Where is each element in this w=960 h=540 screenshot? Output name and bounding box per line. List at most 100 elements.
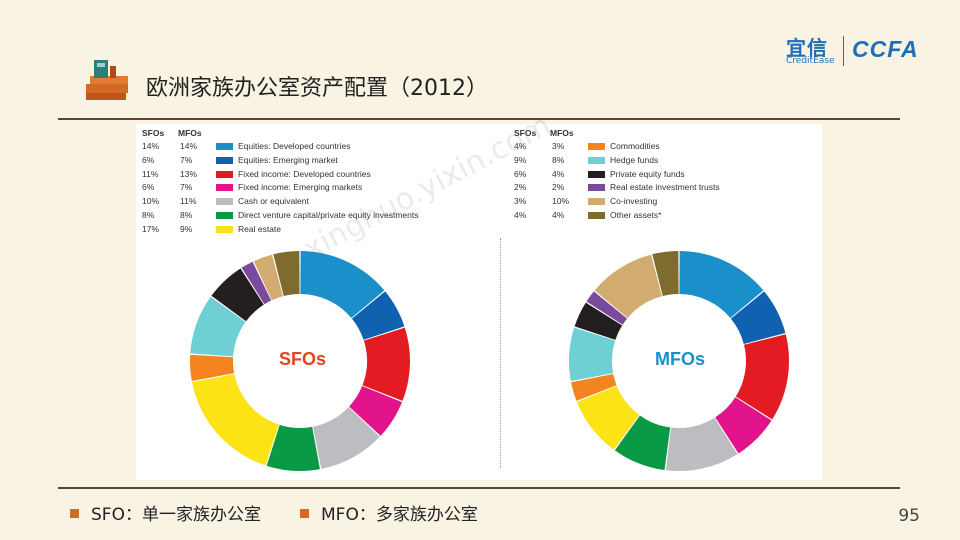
mfo-slice bbox=[735, 334, 789, 420]
legend-left: SFOs MFOs 14% 14% Equities: Developed coun… bbox=[142, 128, 462, 238]
brand-separator bbox=[843, 36, 844, 66]
legend-sfo-value: 11% bbox=[142, 168, 159, 179]
mfo-slice bbox=[679, 251, 764, 318]
sfo-slice bbox=[211, 268, 264, 322]
brand-creditease: CreditEase bbox=[786, 56, 835, 66]
legend-swatch bbox=[216, 225, 233, 233]
chart-divider bbox=[500, 238, 501, 468]
legend-item: 4% 4% Other assets* bbox=[514, 210, 794, 223]
mfo-slice bbox=[569, 327, 616, 381]
legend-mfo-value: 3% bbox=[552, 141, 565, 151]
legend-sfo-value: 8% bbox=[142, 210, 155, 220]
mfo-slice bbox=[586, 291, 628, 325]
legend-label: Other assets* bbox=[610, 210, 662, 220]
legend-label: Hedge funds bbox=[610, 154, 659, 165]
sfo-slice bbox=[273, 251, 300, 297]
legend-item: 6% 7% Equities: Emerging market bbox=[142, 155, 462, 168]
legend-label: Direct venture capital/private equity in… bbox=[238, 210, 419, 220]
sfo-slice bbox=[351, 291, 405, 340]
brand-logo: 宜信 CreditEase CCFA bbox=[786, 34, 936, 70]
mfo-slice bbox=[571, 373, 617, 401]
sfo-slice bbox=[190, 354, 235, 381]
legend-swatch bbox=[588, 143, 605, 150]
legend-swatch bbox=[216, 143, 233, 150]
sfo-slice bbox=[312, 407, 380, 469]
legend-swatch bbox=[588, 156, 605, 164]
legend-item: 2% 2% Real estate investment trusts bbox=[514, 182, 794, 195]
legend-sfo-value: 3% bbox=[514, 196, 527, 207]
legend-item: 6% 7% Fixed income: Emerging markets bbox=[142, 182, 462, 195]
legend-mfo-value: 7% bbox=[180, 154, 193, 165]
legend-label: Co-investing bbox=[610, 196, 658, 207]
legend-sfo-value: 4% bbox=[514, 141, 527, 151]
footnote-sfo-desc: 单一家族办公室 bbox=[141, 505, 261, 525]
footer-rule bbox=[58, 487, 900, 489]
footnote-mfo: MFO：多家族办公室 bbox=[300, 500, 478, 525]
mfo-slice bbox=[614, 415, 671, 471]
footnote-mfo-sep: ： bbox=[358, 505, 376, 525]
legend-header-mfos: MFOs bbox=[178, 128, 202, 138]
legend-swatch bbox=[216, 156, 233, 164]
legend-label: Equities: Developed countries bbox=[238, 141, 351, 151]
legend-sfo-value: 2% bbox=[514, 182, 527, 193]
legend-swatch bbox=[588, 198, 605, 206]
legend-label: Commodities bbox=[610, 141, 660, 151]
legend-label: Cash or equivalent bbox=[238, 196, 309, 207]
legend-mfo-value: 10% bbox=[552, 196, 570, 207]
legend-sfo-value: 6% bbox=[514, 168, 527, 179]
legend-sfo-value: 9% bbox=[514, 154, 527, 165]
footnote-mfo-abbr: MFO bbox=[321, 505, 359, 525]
footnote-sfo-sep: ： bbox=[124, 505, 142, 525]
square-bullet-icon bbox=[70, 509, 79, 518]
legend-mfo-value: 2% bbox=[552, 182, 565, 193]
page-number: 95 bbox=[898, 506, 920, 526]
footnote-sfo-abbr: SFO bbox=[91, 505, 125, 525]
legend-item: 10% 11% Cash or equivalent bbox=[142, 196, 462, 209]
legend-item: 9% 8% Hedge funds bbox=[514, 155, 794, 168]
legend-mfo-value: 9% bbox=[180, 223, 193, 234]
legend-sfo-value: 4% bbox=[514, 210, 527, 220]
sfo-slice bbox=[300, 251, 385, 318]
footnote-sfo: SFO：单一家族办公室 bbox=[70, 500, 261, 525]
sfo-slice bbox=[241, 261, 272, 305]
mfo-slice bbox=[730, 291, 786, 344]
sfo-slice bbox=[190, 296, 246, 357]
brand-yixin: 宜信 bbox=[786, 36, 828, 60]
page-title: 欧洲家族办公室资产配置（2012） bbox=[146, 76, 488, 101]
mfo-slice bbox=[576, 386, 640, 450]
legend-right: SFOs MFOs 4% 3% Commodities 9% 8% Hedge funds… bbox=[514, 128, 794, 228]
sfo-center-label: SFOs bbox=[279, 349, 327, 369]
legend-swatch bbox=[588, 212, 605, 219]
legend-item: 4% 3% Commodities bbox=[514, 141, 794, 154]
legend-header-sfos: SFOs bbox=[142, 128, 165, 138]
mfo-slice bbox=[715, 397, 772, 454]
sfo-slice bbox=[349, 386, 403, 436]
mfo-slice bbox=[665, 417, 738, 471]
sfo-slice bbox=[253, 254, 283, 301]
legend-label: Fixed income: Developed countries bbox=[238, 168, 371, 179]
legend-swatch bbox=[588, 184, 605, 192]
legend-sfo-value: 14% bbox=[142, 141, 160, 151]
mfo-center-label: MFOs bbox=[655, 349, 706, 369]
legend-swatch bbox=[588, 170, 605, 178]
legend-label: Private equity funds bbox=[610, 168, 685, 179]
legend-label: Real estate bbox=[238, 223, 281, 234]
legend-swatch bbox=[216, 198, 233, 206]
legend-label: Fixed income: Emerging markets bbox=[238, 182, 363, 193]
legend-mfo-value: 13% bbox=[180, 168, 198, 179]
legend-item: 8% 8% Direct venture capital/private equit… bbox=[142, 210, 462, 223]
legend-swatch bbox=[216, 184, 233, 192]
legend-swatch bbox=[216, 170, 233, 178]
mfo-donut-chart bbox=[569, 251, 789, 471]
sfo-slice bbox=[192, 373, 279, 466]
legend-item: 3% 10% Co-investing bbox=[514, 196, 794, 209]
legend-label: Real estate investment trusts bbox=[610, 182, 720, 193]
legend-swatch bbox=[216, 212, 233, 219]
sfo-slice bbox=[266, 424, 320, 471]
legend-header-sfos: SFOs bbox=[514, 128, 537, 138]
mfo-slice bbox=[574, 302, 623, 340]
legend-item: 17% 9% Real estate bbox=[142, 224, 462, 237]
legend-mfo-value: 8% bbox=[552, 154, 565, 165]
mfo-slice bbox=[652, 251, 679, 297]
legend-mfo-value: 4% bbox=[552, 210, 565, 220]
